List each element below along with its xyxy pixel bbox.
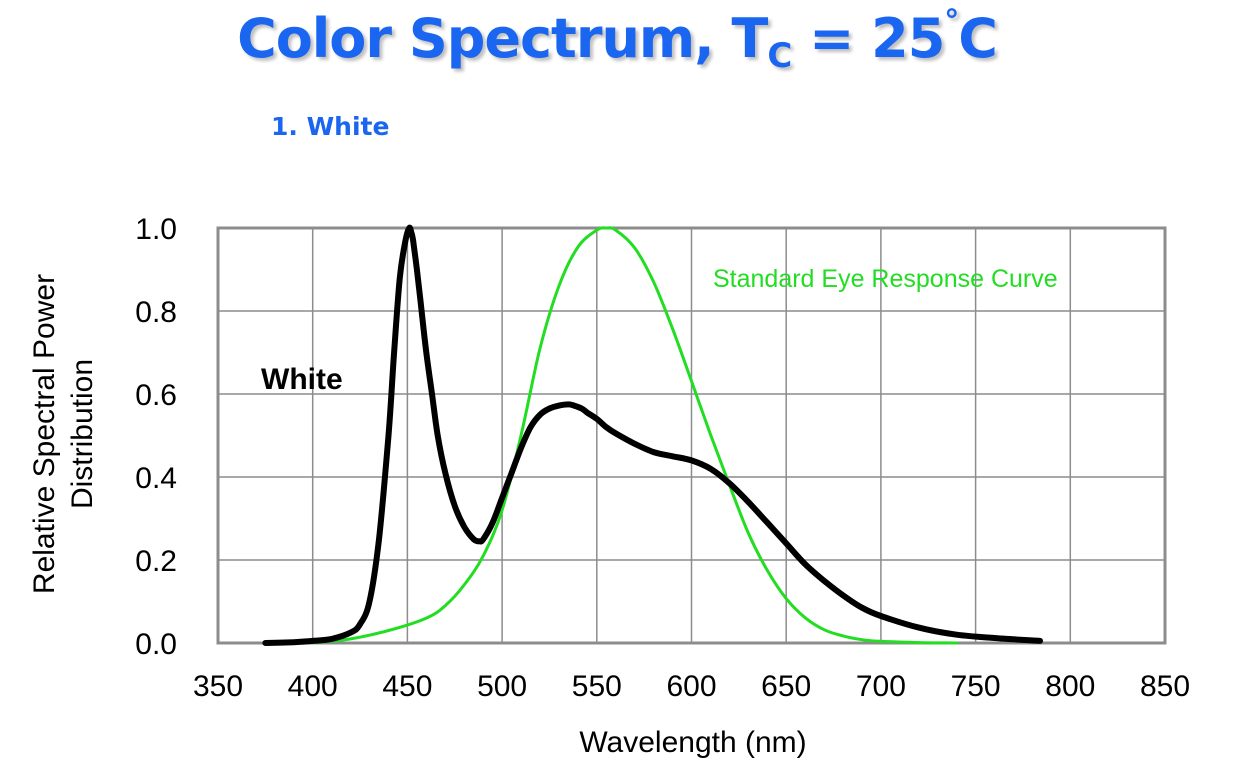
x-tick-labels: 350 400 450 500 550 600 650 700 750 800 850 xyxy=(193,670,1190,703)
white-series-annotation: White xyxy=(261,363,343,396)
page-title: Color Spectrum, TC = 25°C xyxy=(237,4,998,76)
y-tick-label: 0.6 xyxy=(135,379,177,412)
y-tick-labels: 0.0 0.2 0.4 0.6 0.8 1.0 xyxy=(135,213,177,661)
y-axis-label-line2: Distribution xyxy=(66,359,99,509)
x-tick-label: 450 xyxy=(382,670,432,703)
chart-subtitle: 1. White xyxy=(271,112,390,141)
x-tick-label: 550 xyxy=(572,670,622,703)
eye-response-annotation: Standard Eye Response Curve xyxy=(713,265,1058,293)
x-tick-label: 350 xyxy=(193,670,243,703)
x-tick-label: 800 xyxy=(1045,670,1095,703)
y-tick-label: 0.4 xyxy=(135,462,177,495)
x-tick-label: 600 xyxy=(666,670,716,703)
series-layer xyxy=(262,224,1043,646)
x-tick-label: 650 xyxy=(761,670,811,703)
y-tick-label: 0.8 xyxy=(135,296,177,329)
y-tick-label: 0.2 xyxy=(135,545,177,578)
x-tick-label: 850 xyxy=(1140,670,1190,703)
x-tick-label: 400 xyxy=(288,670,338,703)
y-tick-label: 1.0 xyxy=(135,213,177,246)
eye-response-line xyxy=(311,226,959,645)
x-tick-label: 750 xyxy=(951,670,1001,703)
white-spectrum-line xyxy=(262,224,1043,646)
plot-frame xyxy=(216,226,1167,645)
x-axis-label: Wavelength (nm) xyxy=(579,726,806,759)
x-tick-label: 700 xyxy=(856,670,906,703)
y-axis-label-line1: Relative Spectral Power xyxy=(28,274,61,594)
x-tick-label: 500 xyxy=(477,670,527,703)
y-tick-label: 0.0 xyxy=(135,628,177,661)
